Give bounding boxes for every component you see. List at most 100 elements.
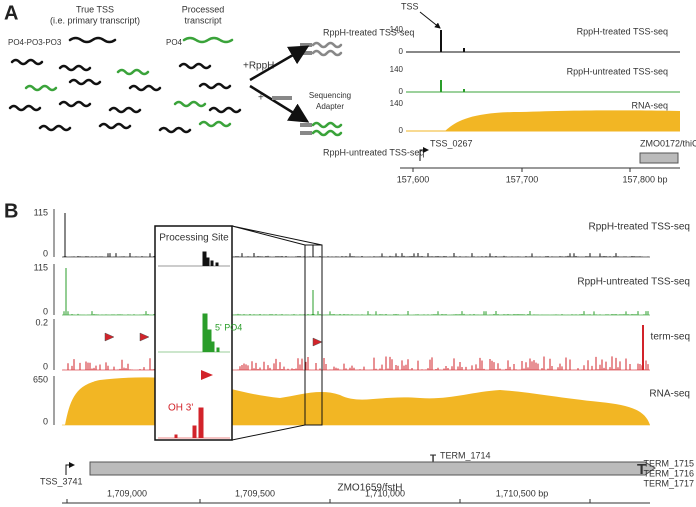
transcript bbox=[182, 36, 234, 44]
terminator: T bbox=[430, 454, 436, 465]
transcript bbox=[68, 78, 102, 86]
label: +RppH bbox=[243, 61, 274, 72]
signal bbox=[63, 253, 649, 257]
label: PO4 bbox=[166, 38, 183, 47]
label: RppH-untreated TSS-seq bbox=[323, 147, 424, 157]
marker bbox=[201, 370, 213, 380]
term-label: TERM_1717 bbox=[643, 478, 694, 488]
label: Sequencing bbox=[309, 91, 351, 100]
tick-label: 157,600 bbox=[397, 174, 430, 184]
term-label: TERM_1715 bbox=[643, 458, 694, 468]
tss-arrow bbox=[65, 462, 75, 475]
transcript bbox=[10, 58, 44, 66]
transcript bbox=[116, 68, 150, 76]
track-label: RppH-treated TSS-seq bbox=[588, 222, 690, 233]
scale-min: 0 bbox=[399, 87, 404, 96]
spikes bbox=[202, 313, 220, 352]
spikes bbox=[202, 251, 219, 266]
panel-letter: A bbox=[4, 2, 18, 24]
scale-max: 0.2 bbox=[35, 317, 48, 327]
signal bbox=[63, 311, 649, 315]
marker bbox=[139, 332, 150, 342]
label: ZMO1659/fstH bbox=[337, 483, 402, 494]
transcript bbox=[311, 129, 343, 137]
label: TSS_3741 bbox=[40, 476, 83, 486]
scale-max: 140 bbox=[390, 65, 404, 74]
label: True TSS bbox=[76, 4, 114, 14]
tick-label: 1,709,500 bbox=[235, 488, 275, 498]
axis: 157,600 157,700 157,800 bp bbox=[397, 168, 668, 184]
tss-arrow bbox=[419, 147, 429, 161]
tick-label: 157,700 bbox=[506, 174, 539, 184]
transcript bbox=[208, 106, 242, 114]
gene bbox=[639, 152, 679, 164]
scale-max: 115 bbox=[34, 207, 48, 217]
arrow bbox=[249, 45, 310, 82]
scale-min: 0 bbox=[43, 248, 48, 258]
transcript bbox=[68, 36, 117, 44]
zoom-region bbox=[304, 244, 323, 426]
label: 5' PO4 bbox=[215, 322, 242, 332]
axis: 1,709,000 1,709,500 1,710,000 1,710,500 bp bbox=[66, 488, 591, 503]
coverage bbox=[65, 377, 650, 425]
transcript bbox=[178, 62, 212, 70]
transcript bbox=[108, 106, 142, 114]
marker bbox=[312, 337, 323, 347]
scale-min: 0 bbox=[399, 126, 404, 135]
label: Processed bbox=[182, 4, 225, 14]
label: (i.e. primary transcript) bbox=[50, 15, 140, 25]
scale-max: 650 bbox=[33, 374, 48, 384]
label: TSS_0267 bbox=[430, 138, 473, 148]
transcript bbox=[8, 104, 42, 112]
label: ZMO0172/thiC bbox=[640, 138, 696, 148]
tick-label: 1,710,000 bbox=[365, 488, 405, 498]
scale-min: 0 bbox=[43, 361, 48, 371]
label: Processing Site bbox=[159, 233, 229, 244]
marker bbox=[104, 332, 115, 342]
transcript bbox=[58, 64, 92, 72]
gene bbox=[89, 461, 656, 476]
label: TERM_1714 bbox=[440, 450, 491, 460]
scale-min: 0 bbox=[43, 306, 48, 316]
scale-min: 0 bbox=[399, 47, 404, 56]
transcript bbox=[173, 100, 207, 108]
label: transcript bbox=[184, 15, 222, 25]
spike bbox=[440, 80, 442, 92]
panel-letter: B bbox=[4, 200, 18, 222]
transcript bbox=[158, 126, 192, 134]
track-label: RNA-seq bbox=[649, 389, 690, 400]
inset bbox=[154, 225, 233, 441]
tick-label: 1,710,500 bp bbox=[496, 488, 549, 498]
track-label: RNA-seq bbox=[631, 100, 668, 110]
terminator: T bbox=[637, 461, 646, 478]
label: OH 3' bbox=[168, 403, 193, 414]
transcript bbox=[58, 100, 92, 108]
label: + bbox=[258, 93, 264, 104]
transcript bbox=[311, 49, 343, 57]
coverage bbox=[400, 110, 680, 131]
transcript bbox=[128, 84, 162, 92]
scale-max: 140 bbox=[390, 25, 404, 34]
label: PO4-PO3-PO3 bbox=[8, 38, 62, 47]
transcript bbox=[24, 84, 58, 92]
transcript bbox=[198, 120, 232, 128]
spikes bbox=[174, 407, 204, 438]
track-label: RppH-untreated TSS-seq bbox=[577, 277, 690, 288]
scale-max: 115 bbox=[34, 262, 48, 272]
transcript bbox=[98, 122, 132, 130]
spike bbox=[463, 48, 465, 52]
arrow bbox=[419, 11, 441, 29]
track-label: term-seq bbox=[651, 332, 690, 343]
tick-label: 1,709,000 bbox=[107, 488, 147, 498]
track-label: RppH-untreated TSS-seq bbox=[567, 66, 668, 76]
scale-min: 0 bbox=[43, 416, 48, 426]
track-label: RppH-treated TSS-seq bbox=[577, 26, 668, 36]
transcripts bbox=[8, 36, 343, 137]
label: RppH-treated TSS-seq bbox=[323, 27, 414, 37]
zoom-lines bbox=[231, 225, 323, 441]
arrow bbox=[249, 84, 310, 123]
spike bbox=[440, 30, 442, 52]
transcript bbox=[198, 82, 232, 90]
